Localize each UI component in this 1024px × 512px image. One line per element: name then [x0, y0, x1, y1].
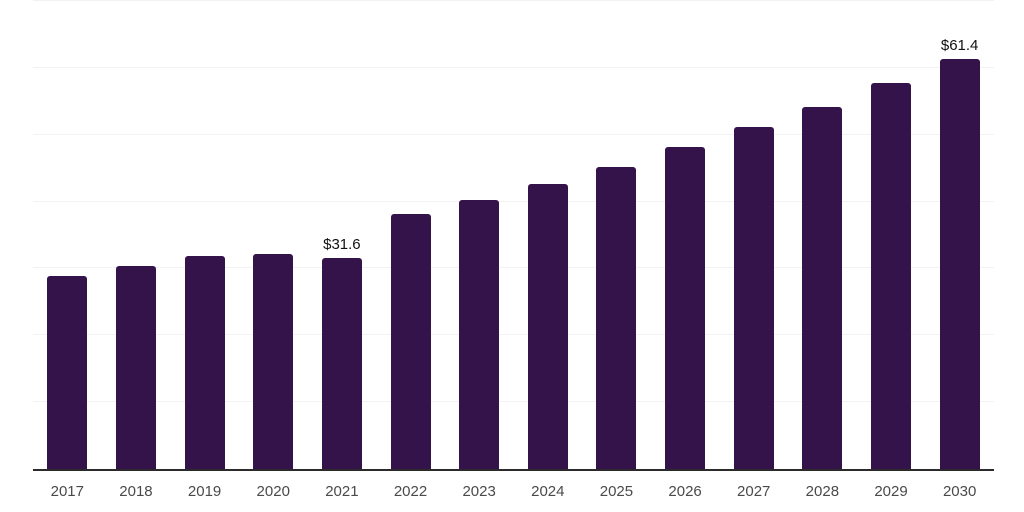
gridline: [33, 401, 994, 403]
bar-2028: [802, 107, 843, 469]
x-tick-label: 2023: [462, 483, 496, 500]
x-tick-label: 2026: [668, 483, 702, 500]
bar-2022: [390, 214, 431, 469]
bar-2017: [47, 275, 88, 469]
x-axis-line: [33, 469, 994, 471]
x-tick-label: 2017: [50, 483, 84, 500]
bar-2024: [527, 183, 568, 469]
bar-slot: [376, 1, 445, 469]
bar-slot: [857, 1, 926, 469]
x-tick-label: 2018: [119, 483, 153, 500]
bar-2027: [733, 127, 774, 469]
x-tick-label: 2029: [874, 483, 908, 500]
gridline: [33, 200, 994, 202]
bar-2020: [253, 253, 294, 469]
bar-slot: [719, 1, 788, 469]
bar-slot: [445, 1, 514, 469]
bar-2029: [871, 83, 911, 469]
bar-slot: [102, 1, 171, 469]
x-tick-label: 2022: [393, 483, 428, 500]
bar-2021: [321, 257, 362, 469]
gridline: [33, 334, 994, 336]
bars-container: $31.6 $61.4: [33, 1, 994, 469]
gridline: [33, 267, 994, 269]
bar-slot: [170, 1, 239, 469]
bar-2026: [665, 147, 706, 469]
bar-slot: [788, 1, 857, 469]
bar-slot: [239, 1, 308, 469]
gridline: [33, 66, 994, 68]
x-tick-label: 2027: [737, 483, 771, 500]
bar-2019: [184, 255, 225, 469]
x-tick-label: 2020: [256, 483, 290, 500]
bar-2018: [115, 265, 156, 469]
bar-slot: $31.6: [308, 1, 377, 469]
bar-slot: [582, 1, 651, 469]
bar-2023: [459, 200, 500, 469]
x-tick-label: 2024: [531, 483, 565, 500]
bar-2025: [596, 166, 637, 469]
bar-slot: [513, 1, 582, 469]
x-tick-label: 2030: [942, 483, 977, 500]
x-tick-label: 2019: [187, 483, 222, 500]
bar-slot: [651, 1, 720, 469]
bar-2030: [939, 58, 980, 469]
bar-value-label: $31.6: [323, 235, 361, 253]
x-axis-labels: 2017 2018 2019 2020 2021 2022 2023 2024 2025 2026…: [33, 484, 994, 499]
bar-slot: [33, 1, 102, 469]
x-tick-label: 2028: [805, 483, 840, 500]
x-tick-label: 2025: [599, 483, 634, 500]
x-tick-label: 2021: [325, 483, 359, 500]
plot-area: $31.6 $61.4: [33, 0, 994, 469]
bar-slot: $61.4: [925, 1, 994, 469]
bar-value-label: $61.4: [940, 36, 979, 54]
gridline: [33, 133, 994, 135]
gridline: [33, 0, 994, 1]
